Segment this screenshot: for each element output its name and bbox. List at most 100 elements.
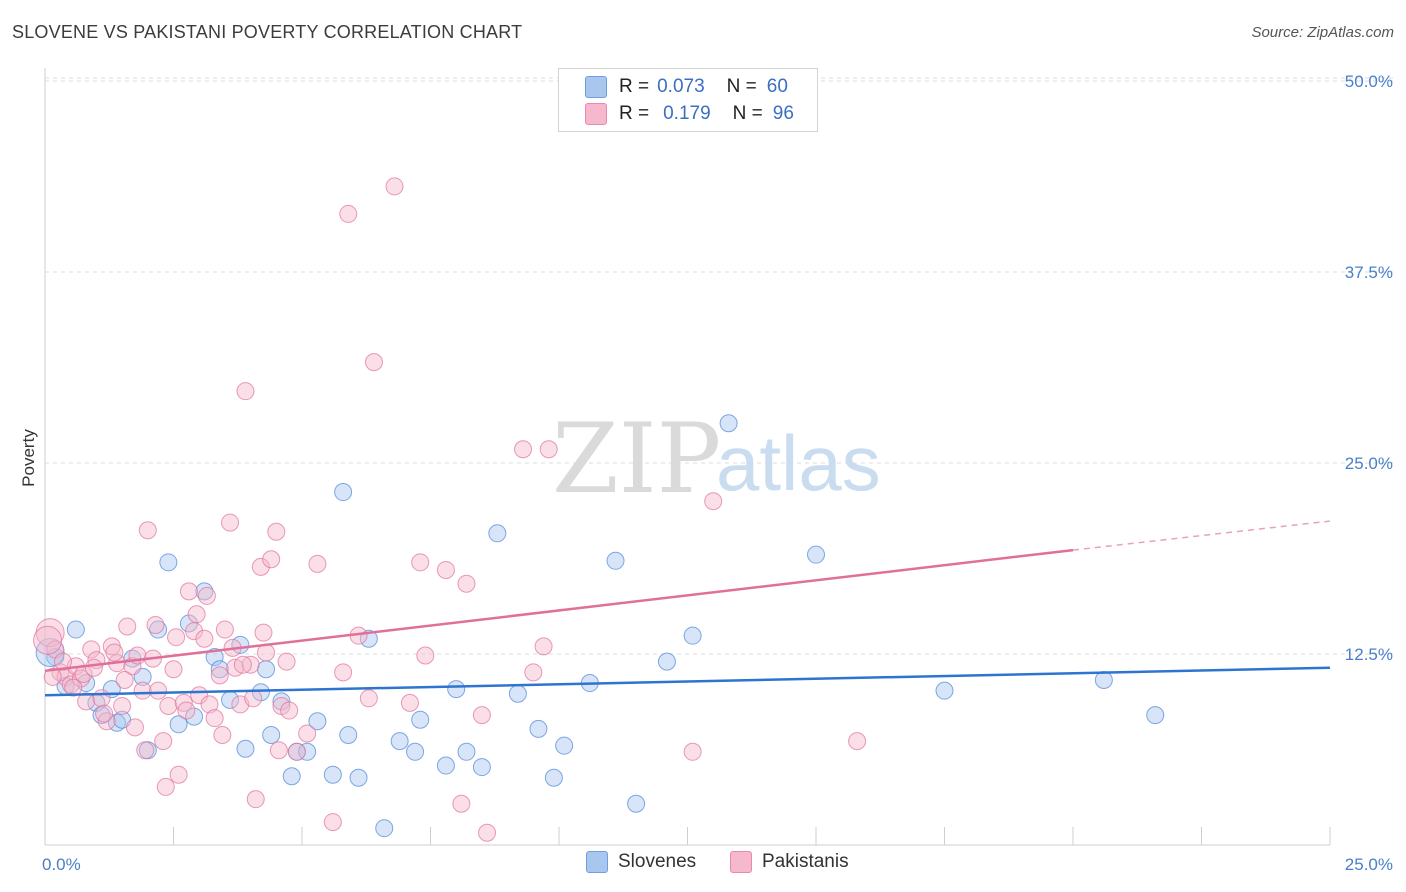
pakistani-point: [125, 718, 144, 737]
pakistanis-trend-line: [44, 548, 1074, 673]
pakistani-point: [251, 557, 270, 576]
pakistani-point: [221, 513, 240, 532]
slovene-point: [447, 680, 466, 699]
slovene-point: [606, 551, 625, 570]
slovene-point: [169, 715, 188, 734]
slovene-point: [210, 660, 229, 679]
series-legend: Slovenes Pakistanis: [0, 851, 1406, 879]
swatch-slovenes: [586, 851, 608, 873]
slovenes-points: [35, 414, 1165, 838]
slovene-point: [272, 692, 291, 711]
x-tick-label: 0.0%: [42, 855, 81, 874]
slovene-point: [935, 681, 954, 700]
y-tick-labels: 12.5% 25.0% 37.5% 50.0%: [1345, 72, 1393, 664]
slovene-point: [807, 545, 825, 564]
legend-n-value: 96: [772, 103, 794, 124]
pakistani-point: [195, 629, 214, 648]
pakistani-point: [84, 658, 103, 677]
pakistani-point: [339, 204, 358, 223]
slovene-point: [298, 742, 317, 761]
legend-swatch-pakistanis: [585, 103, 607, 125]
y-tick-label: 12.5%: [1345, 645, 1393, 664]
pakistani-point: [205, 709, 224, 728]
slovene-point: [683, 626, 702, 645]
pakistani-point: [113, 696, 132, 715]
pakistani-point: [236, 382, 255, 401]
gridlines: [45, 77, 1395, 655]
pakistani-point: [848, 732, 867, 751]
legend-swatch-slovenes: [585, 76, 607, 98]
pakistani-point: [267, 522, 286, 541]
pakistani-point: [269, 741, 288, 760]
pakistani-point: [187, 605, 206, 624]
legend-n-value: 60: [766, 76, 788, 97]
pakistani-point: [411, 553, 430, 572]
pakistani-point: [215, 620, 234, 639]
trend-lines: [44, 520, 1331, 697]
x-tick-labels: 0.0% 25.0%: [42, 855, 1393, 874]
slovene-point: [457, 742, 476, 761]
pakistani-point: [246, 790, 265, 809]
slovene-point: [508, 684, 527, 703]
pakistani-point: [534, 637, 553, 656]
pakistani-point: [452, 794, 471, 813]
pakistani-point: [197, 586, 216, 605]
pakistani-point: [115, 670, 134, 689]
pakistani-point: [136, 741, 155, 760]
slovene-point: [308, 712, 327, 731]
pakistani-point: [280, 701, 299, 720]
pakistani-point: [323, 813, 342, 832]
legend-n-label: N =: [726, 76, 757, 97]
pakistani-point: [287, 742, 306, 761]
slovene-point: [719, 414, 738, 433]
pakistani-point: [156, 777, 175, 796]
pakistani-point: [167, 628, 186, 647]
pakistani-point: [308, 554, 327, 573]
legend-r-value: 0.179: [663, 103, 711, 124]
pakistani-point: [262, 550, 281, 569]
pakistani-point: [524, 663, 543, 682]
pakistani-point: [154, 732, 173, 751]
slovene-point: [627, 794, 646, 813]
pakistani-point: [159, 696, 178, 715]
pakistani-point: [244, 689, 263, 708]
y-tick-label: 50.0%: [1345, 72, 1393, 91]
pakistani-point: [210, 666, 229, 685]
y-axis-label: Poverty: [19, 429, 38, 487]
pakistani-point: [241, 655, 260, 674]
pakistani-point: [359, 689, 378, 708]
pakistani-point: [53, 652, 72, 671]
pakistani-point: [233, 655, 252, 674]
slovene-point: [472, 758, 491, 777]
slovene-point: [436, 756, 455, 775]
pakistani-point: [472, 706, 491, 725]
axes: [44, 68, 1331, 846]
pakistanis-points: [33, 177, 867, 842]
pakistani-point: [138, 521, 157, 540]
pakistani-point: [334, 663, 353, 682]
source-credit: Source: ZipAtlas.com: [1251, 24, 1394, 41]
pakistanis-trend-extension: [1072, 520, 1331, 551]
slovene-point: [334, 483, 353, 502]
legend-label-slovenes: Slovenes: [618, 851, 697, 872]
pakistani-point: [457, 574, 476, 593]
pakistani-point: [146, 615, 165, 634]
slovene-point: [1094, 670, 1113, 689]
correlation-legend: R = 0.073 N = 60 R = 0.179 N = 96: [558, 68, 818, 132]
pakistani-point: [385, 177, 404, 196]
slovene-point: [555, 736, 574, 755]
watermark-atlas: atlas: [716, 419, 881, 507]
pakistani-point: [254, 623, 273, 642]
slovene-point: [282, 767, 301, 786]
y-tick-label: 37.5%: [1345, 263, 1393, 282]
pakistani-point: [61, 675, 80, 694]
pakistani-point: [177, 701, 196, 720]
pakistani-point: [43, 667, 62, 686]
pakistani-point: [169, 765, 188, 784]
pakistani-point: [77, 692, 96, 711]
pakistani-point: [514, 440, 533, 459]
legend-row-pakistanis: R = 0.179 N = 96: [585, 101, 794, 127]
slovene-point: [488, 524, 507, 543]
pakistani-point: [133, 681, 152, 700]
